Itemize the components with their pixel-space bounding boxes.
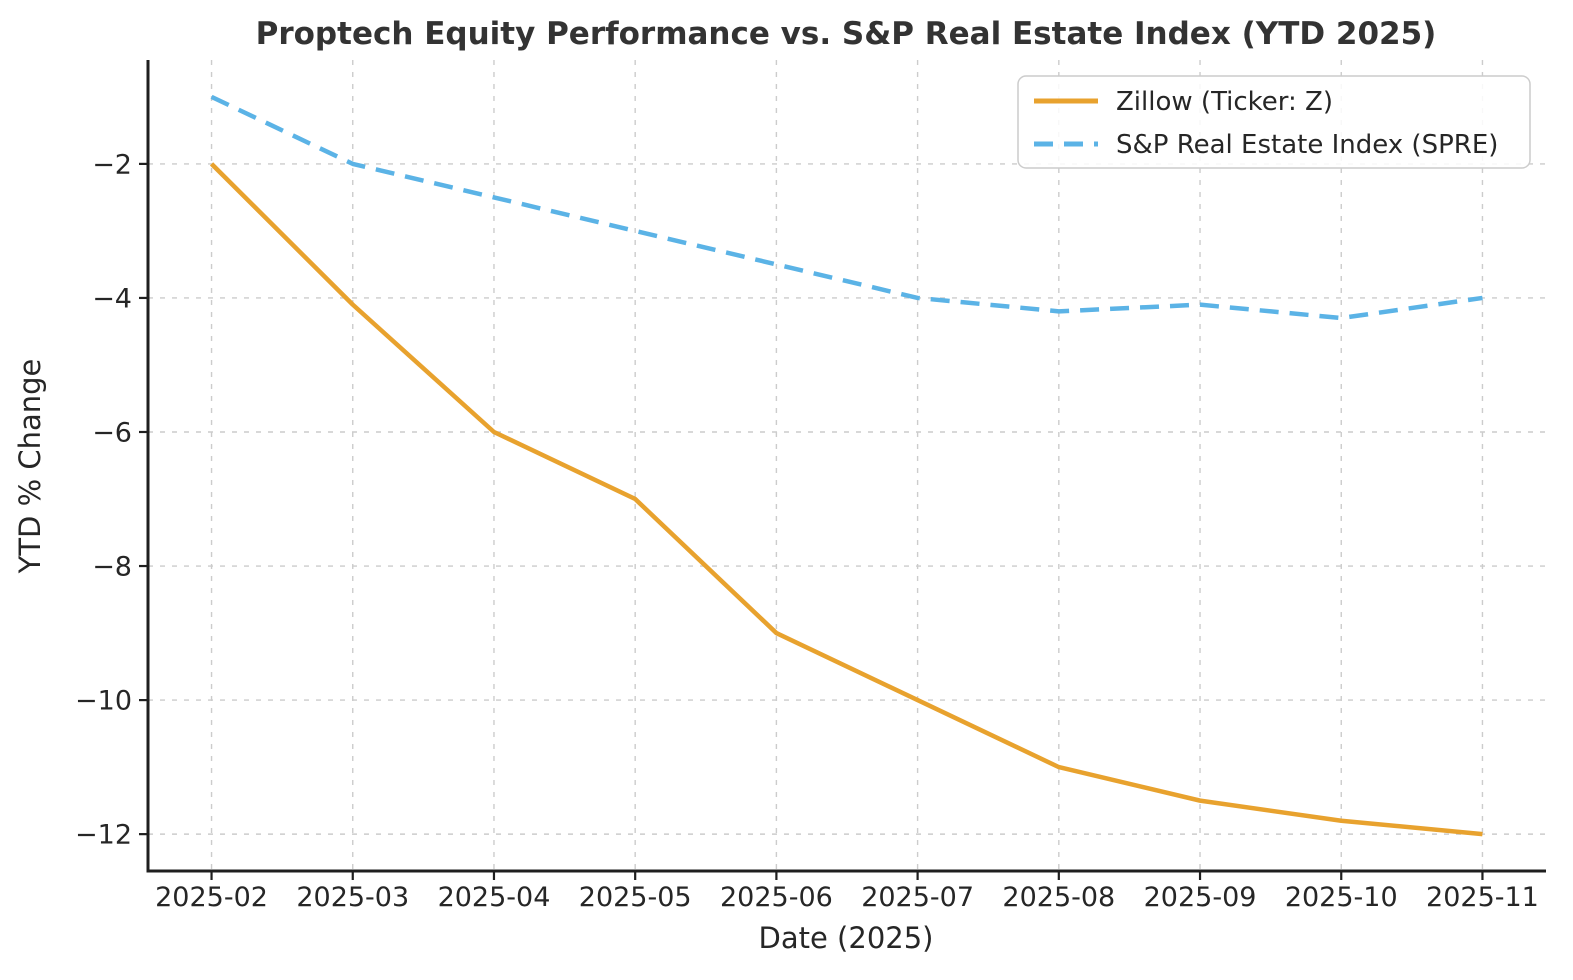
- x-tick-label: 2025-04: [438, 882, 551, 913]
- legend-label-s-p-real-estate-index-spre: S&P Real Estate Index (SPRE): [1116, 130, 1498, 160]
- legend-box: [1017, 75, 1531, 169]
- axes-group: 2025-02 2025-03 2025-04 2025-05 2025-06 2025-…: [75, 60, 1546, 913]
- chart-title: Proptech Equity Performance vs. S&P Real…: [256, 16, 1437, 52]
- y-tick-label: −4: [92, 283, 132, 314]
- x-tick-label: 2025-02: [155, 882, 268, 913]
- y-tick-label: −10: [75, 686, 132, 717]
- x-tick-label: 2025-09: [1144, 882, 1257, 913]
- x-tick-label: 2025-08: [1002, 882, 1115, 913]
- y-tick-label: −6: [92, 417, 132, 448]
- legend-group: Zillow (Ticker: Z) S&P Real Estate Index …: [1017, 75, 1531, 169]
- series-group: [209, 94, 1483, 837]
- y-axis-label: YTD % Change: [13, 359, 47, 575]
- series-line-zillow-ticker-z: [209, 162, 1483, 837]
- x-tick-label: 2025-07: [861, 882, 974, 913]
- x-tick-label: 2025-10: [1285, 882, 1398, 913]
- y-tick-label: −12: [75, 820, 132, 851]
- legend-label-zillow-ticker-z: Zillow (Ticker: Z): [1116, 87, 1333, 117]
- x-tick-label: 2025-03: [296, 882, 409, 913]
- x-axis-label: Date (2025): [759, 921, 934, 955]
- grid-group: [148, 60, 1546, 871]
- series-line-s-p-real-estate-index-spre: [210, 94, 1483, 321]
- y-tick-label: −8: [92, 552, 132, 583]
- y-tick-label: −2: [92, 149, 132, 180]
- x-tick-label: 2025-06: [720, 882, 833, 913]
- x-tick-label: 2025-11: [1426, 882, 1539, 913]
- x-tick-label: 2025-05: [579, 882, 692, 913]
